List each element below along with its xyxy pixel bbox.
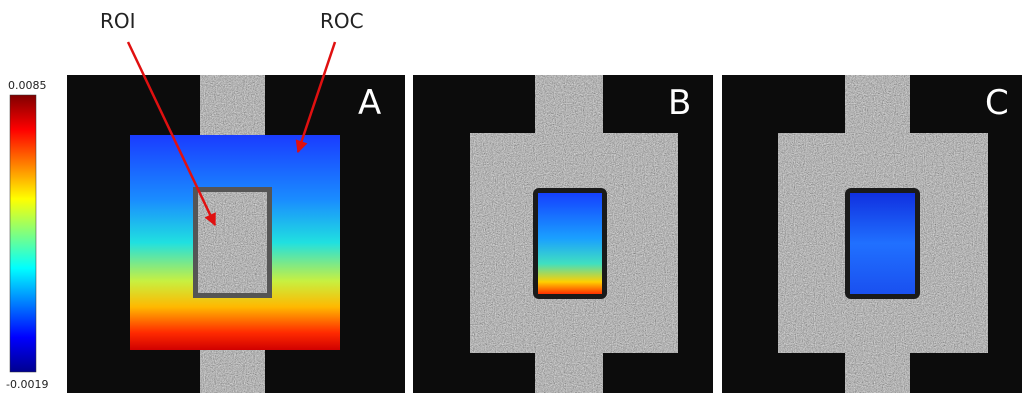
panel-label: A: [358, 83, 381, 123]
panel-b: B: [413, 75, 713, 393]
panel-label: B: [668, 83, 691, 123]
arrow: [295, 41, 337, 154]
annotation: ROC: [320, 9, 364, 33]
arrow: [126, 41, 217, 227]
colorbar-min: -0.0019: [6, 378, 48, 391]
panel-c: C: [722, 75, 1022, 393]
colorbar-max: 0.0085: [8, 79, 47, 92]
panel-a: A: [67, 75, 405, 393]
colorbar: [9, 94, 37, 373]
annotation: ROI: [100, 9, 136, 33]
panel-label: C: [985, 83, 1009, 123]
